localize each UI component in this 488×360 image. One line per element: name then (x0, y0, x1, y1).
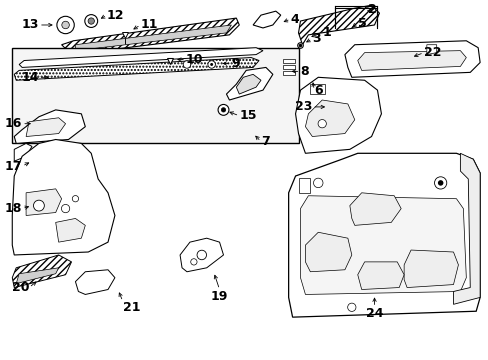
Text: 1: 1 (322, 26, 330, 39)
Polygon shape (426, 45, 436, 55)
Polygon shape (226, 67, 272, 100)
Circle shape (61, 204, 70, 213)
Polygon shape (12, 139, 115, 255)
Text: 9: 9 (231, 57, 240, 70)
Text: 22: 22 (423, 46, 441, 59)
Text: 7: 7 (261, 135, 269, 148)
Text: 6: 6 (314, 84, 322, 96)
Polygon shape (12, 255, 71, 288)
Circle shape (313, 178, 323, 188)
Circle shape (207, 61, 215, 68)
Text: 24: 24 (365, 307, 383, 320)
Bar (282, 65, 294, 69)
Polygon shape (288, 153, 479, 317)
Text: 20: 20 (12, 281, 29, 294)
Text: 14: 14 (21, 71, 39, 84)
Circle shape (183, 61, 190, 68)
Text: 2: 2 (367, 3, 376, 16)
Text: 13: 13 (21, 18, 39, 31)
Polygon shape (61, 18, 239, 55)
Text: 16: 16 (5, 117, 22, 130)
Polygon shape (349, 193, 400, 225)
Polygon shape (56, 219, 85, 242)
Polygon shape (16, 268, 59, 284)
Circle shape (57, 16, 74, 34)
Circle shape (317, 120, 325, 128)
Text: 15: 15 (239, 109, 256, 122)
Circle shape (197, 250, 206, 260)
Polygon shape (344, 41, 479, 77)
Text: 23: 23 (294, 100, 312, 113)
Polygon shape (180, 238, 223, 272)
Text: 12: 12 (107, 9, 124, 22)
Polygon shape (26, 118, 65, 136)
Text: 8: 8 (300, 65, 308, 78)
Circle shape (221, 108, 225, 112)
Polygon shape (19, 48, 263, 67)
Circle shape (190, 259, 197, 265)
Bar (298, 178, 310, 193)
Polygon shape (295, 77, 381, 153)
Polygon shape (403, 250, 457, 288)
Polygon shape (452, 153, 479, 304)
Polygon shape (357, 51, 466, 71)
Polygon shape (253, 11, 280, 28)
Polygon shape (357, 262, 403, 289)
Text: 17: 17 (4, 159, 22, 173)
Polygon shape (300, 196, 466, 294)
Circle shape (218, 104, 228, 115)
Circle shape (347, 303, 355, 311)
Text: 3: 3 (312, 32, 320, 45)
Polygon shape (14, 143, 32, 161)
Text: 19: 19 (210, 289, 228, 302)
Polygon shape (236, 74, 261, 94)
Circle shape (88, 18, 94, 24)
Text: 5: 5 (357, 17, 366, 30)
Polygon shape (26, 189, 61, 216)
Circle shape (84, 15, 98, 27)
Polygon shape (305, 100, 354, 136)
Text: 10: 10 (185, 53, 203, 66)
Text: 21: 21 (122, 301, 140, 314)
Circle shape (61, 21, 69, 29)
Circle shape (33, 200, 44, 211)
Polygon shape (75, 270, 115, 294)
Bar (310, 84, 325, 94)
Bar (282, 59, 294, 63)
Bar (282, 71, 294, 75)
Polygon shape (298, 5, 379, 45)
Text: 18: 18 (5, 202, 22, 215)
Bar (12, 48, 298, 143)
Circle shape (434, 177, 446, 189)
Text: 4: 4 (290, 13, 299, 26)
Circle shape (72, 195, 79, 202)
Polygon shape (75, 25, 231, 51)
Polygon shape (305, 232, 351, 272)
Text: 11: 11 (140, 18, 158, 31)
Circle shape (437, 180, 443, 186)
Polygon shape (14, 58, 259, 80)
Polygon shape (14, 110, 85, 143)
Circle shape (210, 63, 213, 66)
